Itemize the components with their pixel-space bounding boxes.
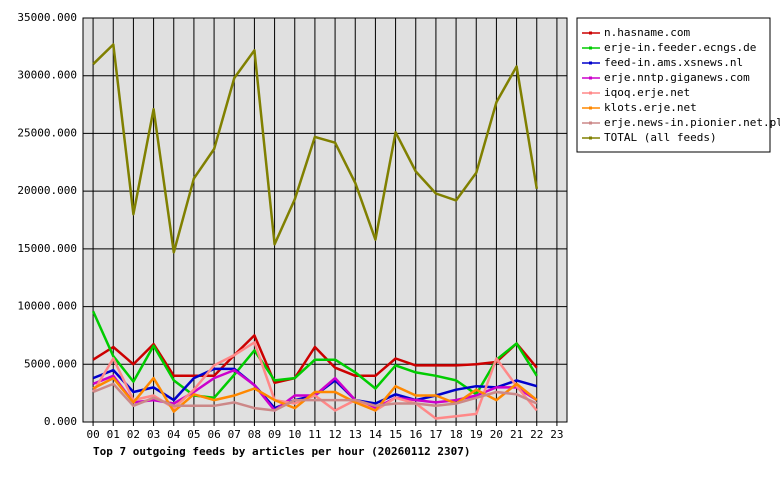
x-tick-label: 14	[369, 428, 383, 441]
legend-label: klots.erje.net	[604, 101, 697, 114]
x-tick-label: 16	[409, 428, 422, 441]
x-tick-label: 11	[308, 428, 321, 441]
series-line	[91, 310, 538, 400]
x-tick-label: 15	[389, 428, 402, 441]
legend-label: n.hasname.com	[604, 26, 690, 39]
x-tick-label: 13	[349, 428, 362, 441]
plot-area	[82, 17, 568, 423]
x-tick-label: 19	[470, 428, 483, 441]
x-tick-label: 05	[187, 428, 200, 441]
x-tick-label: 12	[328, 428, 341, 441]
legend-marker	[589, 46, 592, 50]
legend-marker	[589, 76, 592, 80]
x-tick-label: 06	[207, 428, 220, 441]
legend-label: erje.nntp.giganews.com	[604, 71, 750, 84]
x-tick-label: 22	[530, 428, 543, 441]
x-tick-label: 17	[429, 428, 442, 441]
legend-marker	[589, 31, 592, 35]
legend-marker	[589, 136, 592, 140]
legend-label: iqoq.erje.net	[604, 86, 690, 99]
y-tick-label: 5000.000	[24, 357, 77, 370]
y-tick-label: 25000.000	[17, 126, 77, 139]
x-tick-label: 00	[86, 428, 99, 441]
y-tick-label: 35000.000	[17, 11, 77, 24]
legend-label: erje-in.feeder.ecngs.de	[604, 41, 756, 54]
series-line	[92, 382, 538, 412]
x-tick-label: 03	[147, 428, 160, 441]
x-tick-label: 09	[268, 428, 281, 441]
series-line	[92, 43, 539, 254]
series-line	[92, 334, 538, 385]
legend-label: erje.news-in.pionier.net.pl	[604, 116, 780, 129]
legend-marker	[589, 121, 592, 125]
series-line	[92, 376, 538, 413]
x-tick-label: 07	[228, 428, 241, 441]
x-tick-label: 04	[167, 428, 181, 441]
x-tick-label: 08	[248, 428, 261, 441]
legend-marker	[589, 91, 592, 95]
x-tick-label: 23	[550, 428, 563, 441]
x-tick-label: 20	[490, 428, 503, 441]
x-tick-label: 10	[288, 428, 301, 441]
legend-label: TOTAL (all feeds)	[604, 131, 717, 144]
x-tick-label: 02	[127, 428, 140, 441]
y-tick-label: 30000.000	[17, 69, 77, 82]
legend-marker	[589, 106, 592, 110]
y-tick-label: 15000.000	[17, 242, 77, 255]
y-tick-label: 20000.000	[17, 184, 77, 197]
y-tick-label: 0.000	[44, 415, 77, 428]
y-tick-label: 10000.000	[17, 300, 77, 313]
x-tick-label: 01	[107, 428, 120, 441]
legend-label: feed-in.ams.xsnews.nl	[604, 56, 743, 69]
chart-title: Top 7 outgoing feeds by articles per hou…	[93, 445, 471, 458]
legend-marker	[589, 61, 592, 65]
legend-box	[576, 17, 771, 153]
x-tick-label: 21	[510, 428, 523, 441]
x-tick-label: 18	[449, 428, 462, 441]
